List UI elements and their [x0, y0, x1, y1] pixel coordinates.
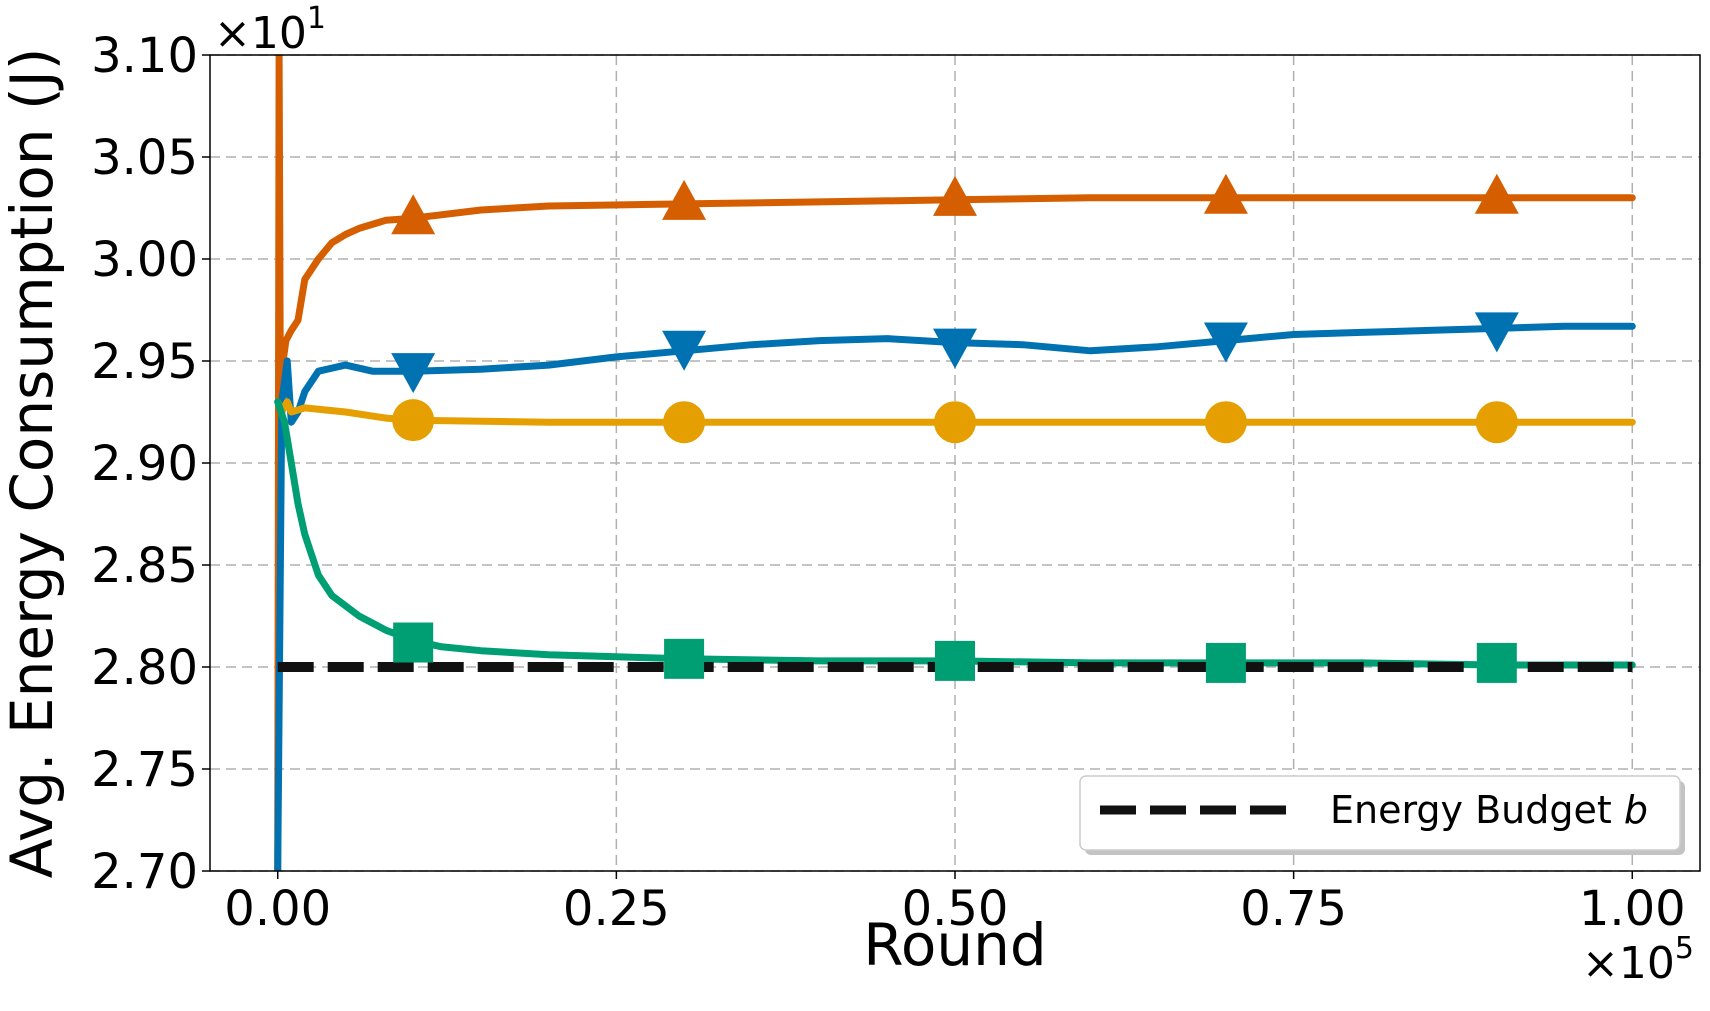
legend: Energy Budget b — [1079, 775, 1685, 855]
y-tick-label: 2.75 — [91, 742, 198, 798]
series-0-marker — [933, 175, 977, 216]
y-offset-exponent: 1 — [307, 1, 326, 36]
series-1-marker — [1203, 322, 1248, 363]
series-0-marker — [1474, 173, 1519, 214]
x-tick-label: 1.00 — [1579, 881, 1686, 937]
y-tick-label: 2.85 — [91, 538, 198, 594]
y-tick-label: 2.90 — [91, 436, 198, 492]
y-axis-title: Avg. Energy Consumption (J) — [0, 48, 66, 879]
y-tick-label: 3.05 — [91, 130, 198, 186]
series-1-marker — [933, 328, 977, 369]
series-2-marker — [1475, 401, 1518, 444]
tick-layer: 0.00 0.25 0.50 0.75 1.00 2.70 2.75 2.80 2.85 2.90… — [91, 28, 1686, 937]
y-tick-label: 2.80 — [91, 640, 198, 696]
series-2-marker — [934, 401, 976, 444]
marker-layer — [391, 173, 1519, 683]
x-tick-label: 0.50 — [902, 881, 1009, 937]
series-0-marker — [662, 179, 707, 220]
legend-budget-label: Energy Budget b — [1330, 788, 1648, 832]
legend-box — [1079, 775, 1681, 851]
y-tick-label: 2.95 — [91, 334, 198, 390]
y-tick-label: 3.10 — [91, 28, 198, 84]
y-offset-text: ×101 — [214, 1, 326, 59]
x-tick-label: 0.00 — [224, 881, 331, 937]
x-axis-title: Round — [863, 911, 1047, 979]
series-0-marker — [391, 194, 436, 235]
series-line-1 — [274, 322, 1636, 871]
x-tick-label: 0.25 — [563, 881, 670, 937]
series-1-marker — [391, 353, 436, 394]
series-2-marker — [663, 401, 706, 444]
series-layer — [274, 55, 1636, 871]
x-tick-label: 0.75 — [1240, 881, 1347, 937]
series-line-2 — [274, 398, 1636, 426]
y-tick-label: 3.00 — [91, 232, 198, 288]
series-2-marker — [1204, 401, 1247, 444]
series-3-marker — [935, 640, 975, 681]
x-offset-text: ×105 — [1582, 931, 1694, 989]
series-1-marker — [1474, 312, 1519, 353]
x-offset-exponent: 5 — [1675, 931, 1694, 966]
y-tick-label: 2.70 — [91, 844, 198, 900]
series-3-marker — [664, 638, 705, 679]
series-3-marker — [1476, 642, 1517, 683]
series-1-marker — [662, 330, 707, 371]
series-3-marker — [393, 622, 434, 663]
series-3-marker — [1205, 642, 1246, 683]
series-2-marker — [392, 399, 435, 442]
series-line-0 — [274, 55, 1636, 871]
series-0-marker — [1203, 173, 1248, 214]
